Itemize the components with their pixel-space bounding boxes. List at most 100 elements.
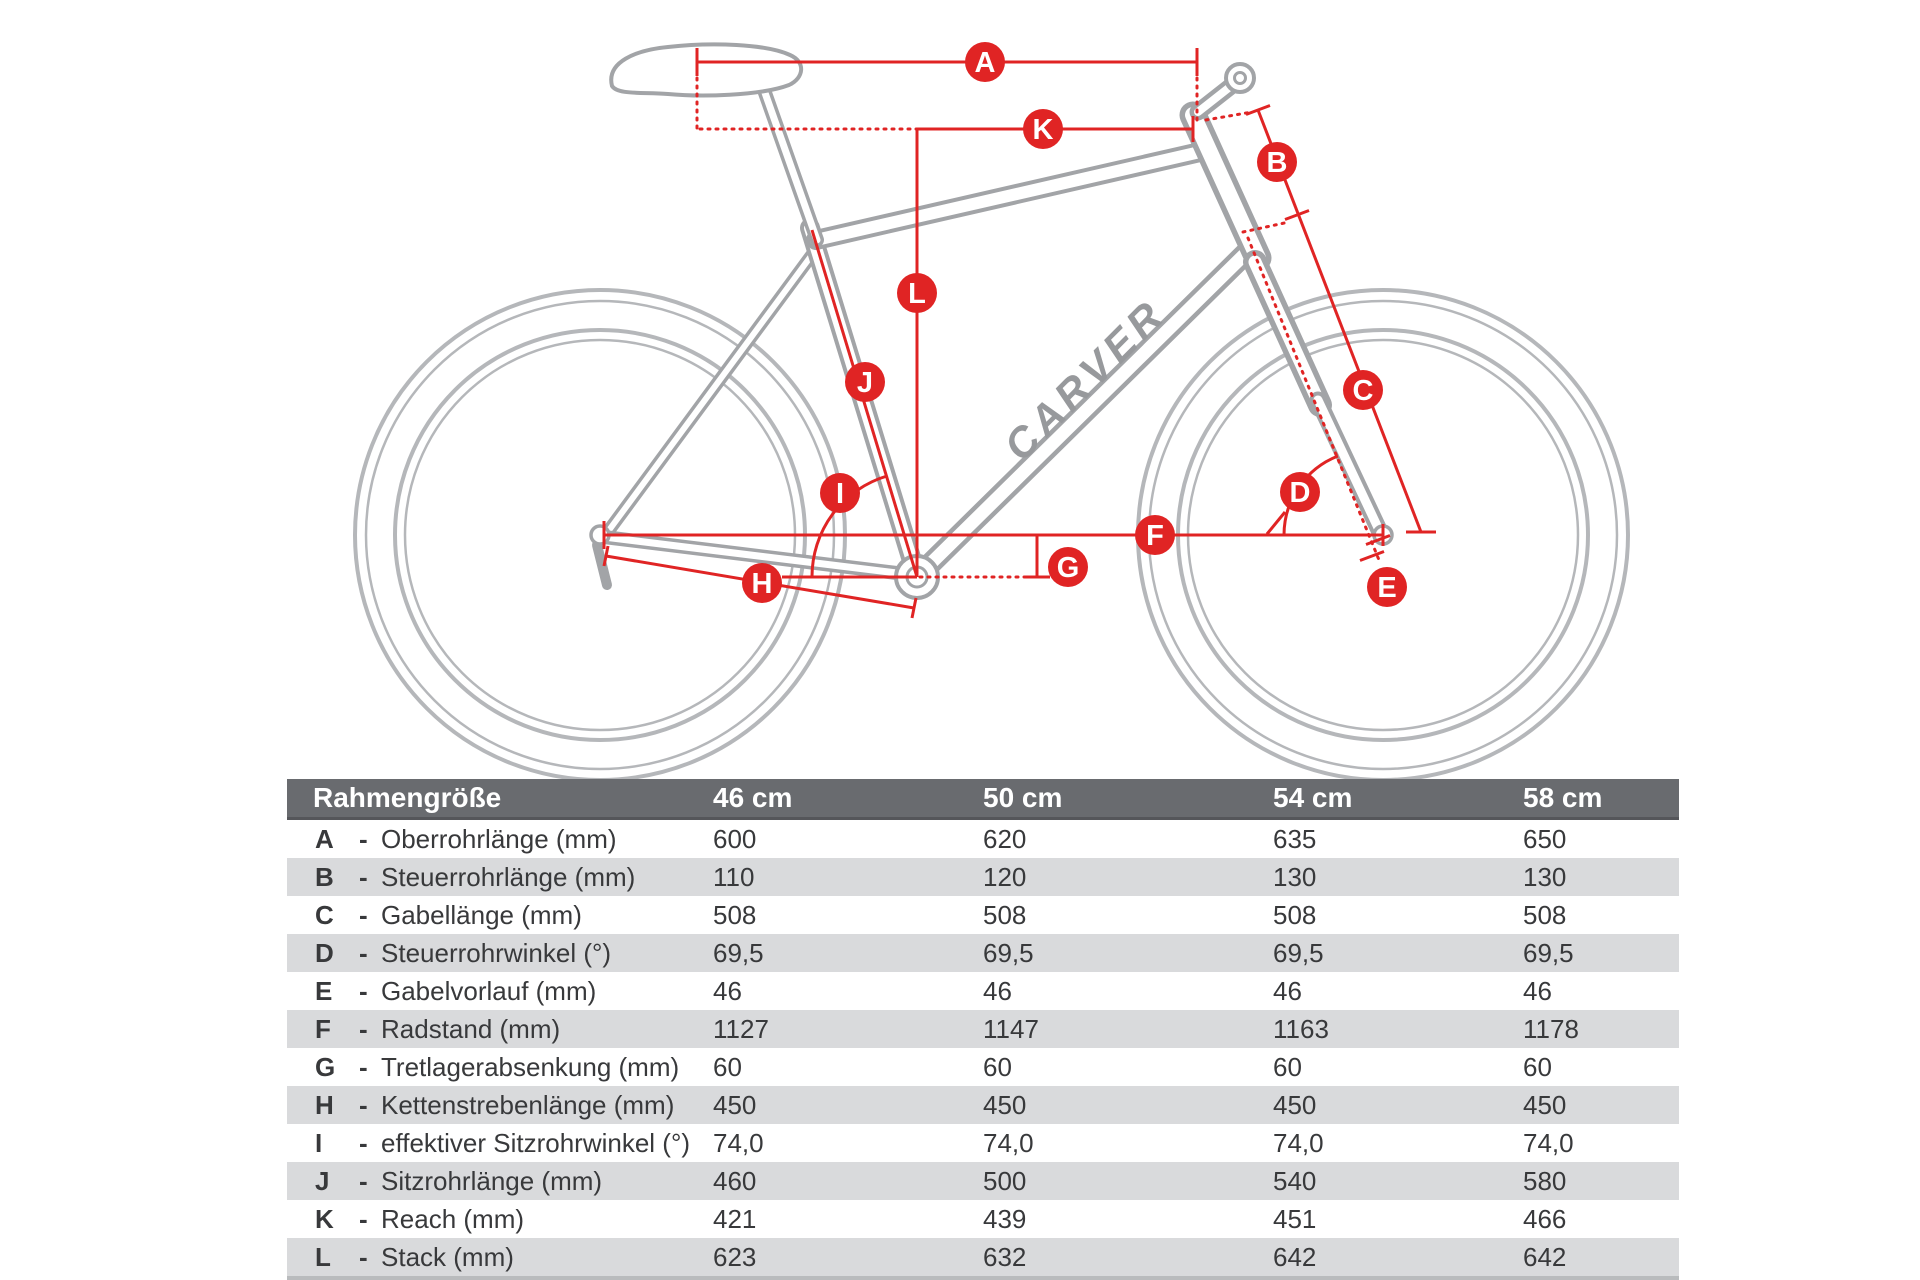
row-separator: - [359, 975, 368, 1006]
cell-value: 450 [983, 1089, 1027, 1120]
cell-value: 508 [1523, 899, 1567, 930]
row-label: Steuerrohrwinkel (°) [381, 937, 612, 968]
row-letter: I [315, 1127, 323, 1158]
svg-text:C: C [1353, 375, 1374, 407]
cell-value: 450 [1523, 1089, 1567, 1120]
dim-label-B: B [1257, 142, 1297, 182]
cell-value: 60 [1523, 1051, 1552, 1082]
row-separator: - [359, 937, 368, 968]
header-col-54: 54 cm [1273, 779, 1523, 820]
cell-value: 1127 [713, 1013, 769, 1044]
cell-value: 623 [713, 1238, 983, 1280]
row-separator: - [359, 1165, 368, 1196]
cell-value: 1178 [1523, 1013, 1579, 1044]
cell-value: 60 [713, 1051, 742, 1082]
row-letter: D [315, 937, 334, 968]
row-label: effektiver Sitzrohrwinkel (°) [381, 1127, 691, 1158]
svg-text:B: B [1267, 147, 1288, 179]
row-separator: - [359, 1127, 368, 1158]
row-label: Kettenstrebenlänge (mm) [381, 1089, 675, 1120]
cell-value: 600 [713, 823, 757, 854]
row-letter: J [315, 1165, 330, 1196]
cell-value: 421 [713, 1203, 757, 1234]
row-label: Tretlagerabsenkung (mm) [381, 1051, 680, 1082]
frame [589, 101, 1272, 590]
cell-value: 130 [1273, 861, 1317, 892]
geometry-table: Rahmengröße 46 cm 50 cm 54 cm 58 cm A - Ob… [287, 779, 1679, 1280]
steering-axis [1246, 236, 1381, 562]
svg-text:L: L [908, 278, 926, 310]
cell-value: 500 [983, 1165, 1027, 1196]
cell-value: 130 [1523, 861, 1567, 892]
cell-value: 508 [983, 899, 1027, 930]
table-row: I - effektiver Sitzrohrwinkel (°) 74,0 74,… [287, 1124, 1679, 1162]
svg-text:I: I [836, 478, 844, 510]
cell-value: 450 [713, 1089, 757, 1120]
cell-value: 620 [983, 823, 1027, 854]
cell-value: 580 [1523, 1165, 1567, 1196]
svg-text:E: E [1377, 572, 1396, 604]
row-separator: - [359, 823, 368, 854]
cell-value: 451 [1273, 1203, 1317, 1234]
row-separator: - [359, 899, 368, 930]
dim-label-J: J [845, 362, 885, 402]
row-letter: E [315, 975, 333, 1006]
cell-value: 74,0 [1273, 1127, 1324, 1158]
dim-label-K: K [1023, 109, 1063, 149]
cell-value: 74,0 [1523, 1127, 1574, 1158]
cell-value: 46 [1273, 975, 1302, 1006]
dim-label-D: D [1280, 472, 1320, 512]
cell-value: 460 [713, 1165, 757, 1196]
cell-value: 508 [1273, 899, 1317, 930]
svg-text:H: H [752, 568, 773, 600]
row-letter: B [315, 861, 334, 892]
dim-arc-I [810, 474, 888, 578]
cell-value: 450 [1273, 1089, 1317, 1120]
table-row: H - Kettenstrebenlänge (mm) 450 450 450 45… [287, 1086, 1679, 1124]
row-label: Sitzrohrlänge (mm) [381, 1165, 603, 1196]
svg-text:F: F [1146, 520, 1164, 552]
header-frame-size: Rahmengröße [287, 779, 713, 820]
cell-value: 69,5 [1273, 937, 1324, 968]
cell-value: 46 [1523, 975, 1552, 1006]
row-label: Steuerrohrlänge (mm) [381, 861, 636, 892]
dim-label-C: C [1343, 370, 1383, 410]
dimension-lines [602, 48, 1436, 619]
row-letter: F [315, 1013, 331, 1044]
cell-value: 650 [1523, 823, 1567, 854]
cell-value: 74,0 [983, 1127, 1034, 1158]
table-row: J - Sitzrohrlänge (mm) 460 500 540 580 [287, 1162, 1679, 1200]
cell-value: 1163 [1273, 1013, 1329, 1044]
table-row: G - Tretlagerabsenkung (mm) 60 60 60 60 [287, 1048, 1679, 1086]
svg-text:D: D [1290, 477, 1311, 509]
row-letter: C [315, 899, 334, 930]
header-col-58: 58 cm [1523, 779, 1679, 820]
row-letter: A [315, 823, 334, 854]
svg-text:G: G [1057, 552, 1080, 584]
cell-value: 1147 [983, 1013, 1039, 1044]
cell-value: 120 [983, 861, 1027, 892]
table-row: D - Steuerrohrwinkel (°) 69,5 69,5 69,5 69… [287, 934, 1679, 972]
cell-value: 466 [1523, 1203, 1567, 1234]
table-row: K - Reach (mm) 421 439 451 466 [287, 1200, 1679, 1238]
row-label: Gabellänge (mm) [381, 899, 582, 930]
dim-label-I: I [820, 473, 860, 513]
row-letter: K [315, 1203, 334, 1234]
svg-text:J: J [857, 367, 873, 399]
cell-value: 69,5 [713, 937, 764, 968]
cell-value: 69,5 [983, 937, 1034, 968]
dim-line-B-C [1256, 109, 1423, 533]
rear-derailleur [592, 540, 612, 590]
dimension-labels: A K B L J C I D F G H E [742, 42, 1407, 607]
row-label: Radstand (mm) [381, 1013, 561, 1044]
handlebar [1224, 62, 1256, 94]
row-separator: - [359, 1089, 368, 1120]
cell-value: 46 [713, 975, 742, 1006]
svg-text:K: K [1033, 114, 1054, 146]
table-row: F - Radstand (mm) 1127 1147 1163 1178 [287, 1010, 1679, 1048]
row-separator: - [359, 1241, 368, 1272]
table-row: B - Steuerrohrlänge (mm) 110 120 130 130 [287, 858, 1679, 896]
row-separator: - [359, 861, 368, 892]
cell-value: 60 [983, 1051, 1012, 1082]
